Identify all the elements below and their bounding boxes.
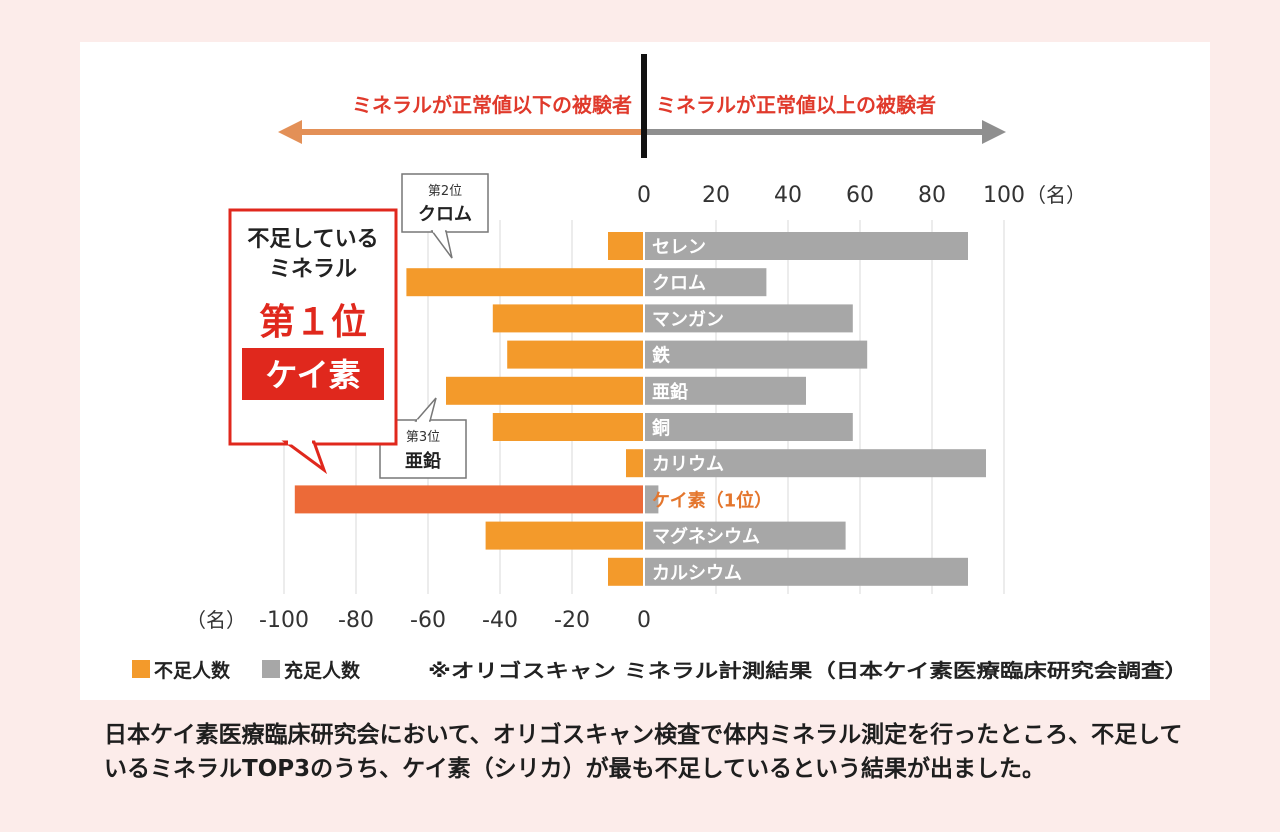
- legend-label-sufficient: 充足人数: [284, 659, 361, 682]
- legend-swatch-deficit: [132, 660, 150, 678]
- deficit-bar: [608, 232, 644, 260]
- top-tick-label: 20: [702, 183, 730, 208]
- bottom-tick-label: -100: [259, 608, 309, 633]
- deficit-bar: [492, 304, 644, 333]
- category-label: セレン: [652, 237, 706, 258]
- sufficient-bar: [644, 376, 806, 405]
- top-tick-label: 80: [918, 183, 946, 208]
- mineral-deficiency-chart: ミネラルが正常値以下の被験者 ミネラルが正常値以上の被験者 0 20 40 60 80 100…: [132, 54, 1188, 682]
- deficit-bar: [406, 268, 644, 297]
- bottom-tick-label: -60: [410, 608, 446, 633]
- callout-2-rank: 第2位: [428, 184, 462, 199]
- deficit-bar: [608, 557, 644, 586]
- callout-main-line2: ミネラル: [269, 257, 357, 282]
- bottom-axis-unit: （名）: [186, 608, 246, 632]
- callout-main-rank: 第１位: [259, 302, 367, 343]
- header-left-label: ミネラルが正常値以下の被験者: [352, 93, 632, 117]
- callout-3-pointer: [414, 397, 437, 422]
- deficit-bar: [626, 449, 644, 478]
- left-arrow-head: [278, 120, 302, 144]
- category-label: 亜鉛: [652, 381, 688, 403]
- deficit-bar: [294, 485, 644, 514]
- category-label: マンガン: [652, 309, 724, 330]
- sufficient-bar: [644, 413, 853, 441]
- header-right-label: ミネラルが正常値以上の被験者: [656, 93, 936, 117]
- callout-main-pointer: [281, 440, 328, 475]
- sufficient-bar: [644, 557, 968, 586]
- top-tick-label: 60: [846, 183, 874, 208]
- sufficient-bar: [644, 304, 853, 333]
- legend-swatch-sufficient: [262, 660, 280, 678]
- chart-caption: 日本ケイ素医療臨床研究会において、オリゴスキャン検査で体内ミネラル測定を行ったと…: [104, 722, 1183, 782]
- callout-main-name-bg: [242, 348, 384, 400]
- sufficient-bar: [644, 449, 986, 478]
- callout-main-name: ケイ素: [265, 356, 360, 394]
- deficit-bar: [446, 376, 644, 405]
- top-tick-label: 40: [774, 183, 802, 208]
- top-axis-unit: （名）: [1026, 183, 1086, 207]
- bottom-tick-label: -20: [554, 608, 590, 633]
- sufficient-bar: [644, 485, 659, 514]
- callout-3-name: 亜鉛: [405, 450, 441, 472]
- callout-main-box: [228, 208, 398, 446]
- deficit-bar: [485, 521, 644, 550]
- category-label: カリウム: [652, 454, 724, 475]
- sufficient-bar: [644, 232, 968, 260]
- deficit-bar: [507, 340, 644, 369]
- callout-3-rank: 第3位: [406, 430, 440, 445]
- bottom-tick-label: 0: [637, 608, 651, 633]
- callout-2-name: クロム: [418, 204, 472, 225]
- source-note: ※オリゴスキャン ミネラル計測結果（日本ケイ素医療臨床研究会調査）: [428, 659, 1188, 682]
- callout-main-line1: 不足している: [247, 227, 378, 252]
- deficit-bar: [492, 413, 644, 441]
- sufficient-bar: [644, 521, 846, 550]
- category-label: 鉄: [652, 345, 670, 367]
- bottom-tick-label: -80: [338, 608, 374, 633]
- category-label: ケイ素（1位）: [652, 489, 772, 511]
- category-label: カルシウム: [652, 563, 742, 584]
- top-tick-label: 0: [637, 183, 651, 208]
- chart-panel: ミネラルが正常値以下の被験者 ミネラルが正常値以上の被験者 0 20 40 60 80 100…: [80, 42, 1210, 700]
- category-label: マグネシウム: [652, 526, 760, 548]
- right-arrow-head: [982, 120, 1006, 144]
- top-tick-label: 100: [983, 183, 1025, 208]
- category-label: 銅: [652, 417, 670, 439]
- sufficient-bar: [644, 268, 767, 297]
- sufficient-bar: [644, 340, 868, 369]
- legend-label-deficit: 不足人数: [154, 659, 231, 682]
- bottom-tick-label: -40: [482, 608, 518, 633]
- callout-2-pointer: [430, 230, 453, 259]
- category-label: クロム: [652, 273, 706, 294]
